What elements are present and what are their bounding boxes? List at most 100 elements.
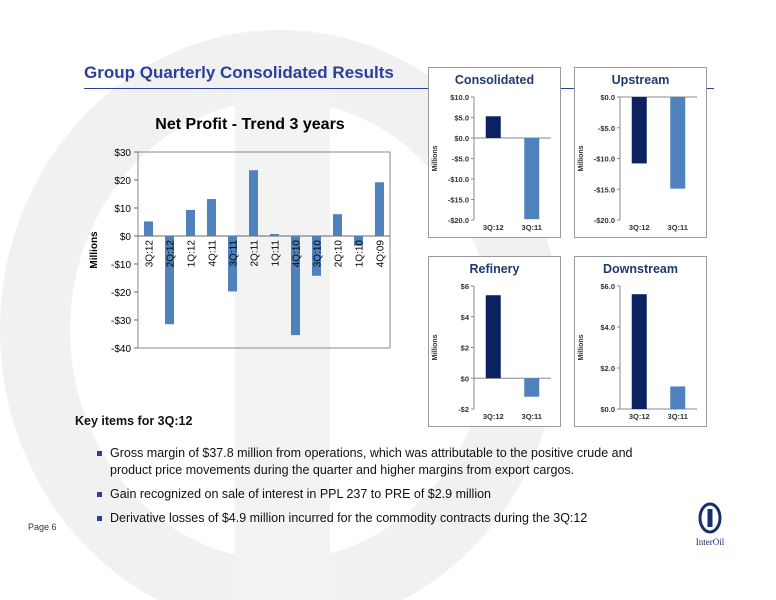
key-items-heading: Key items for 3Q:12 (75, 414, 193, 428)
page-number: Page 6 (28, 522, 57, 532)
y-tick-label: $2.0 (600, 364, 615, 373)
y-tick-label: $10 (114, 204, 131, 215)
x-tick-label: 3Q:10 (313, 240, 324, 268)
y-axis-label: Millions (432, 334, 439, 360)
refinery-panel: Refinery$6 $4 $2 $0 -$2 Millions 3Q:12 3Q:11 (428, 256, 561, 427)
bar (207, 199, 216, 236)
title-divider (84, 88, 714, 89)
x-tick-label: 3Q:12 (629, 223, 650, 232)
consolidated-panel: Consolidated $10.0 $5.0 $0.0 -$5.0 -$10.0 -$15… (428, 67, 561, 238)
key-item: Derivative losses of $4.9 million incurr… (97, 510, 667, 527)
x-tick-label: 3Q:12 (483, 412, 504, 421)
bar (631, 294, 647, 409)
bar (228, 236, 237, 292)
y-axis-label: Millions (578, 145, 585, 171)
bar (631, 97, 647, 164)
y-tick-label: $6 (461, 282, 469, 291)
panel-frame (428, 67, 561, 238)
bullet-square-icon (97, 492, 102, 497)
y-tick-label: $2 (461, 344, 469, 353)
x-tick-label: 1Q:12 (187, 240, 198, 268)
y-tick-label: -$15.0 (448, 196, 469, 205)
y-tick-label: -$5.0 (452, 155, 469, 164)
bar (312, 236, 321, 276)
y-tick-label: -$15.0 (594, 185, 615, 194)
bar (249, 170, 258, 236)
panel-title: Consolidated (455, 73, 534, 87)
bullet-square-icon (97, 516, 102, 521)
bar (670, 386, 686, 409)
y-tick-label: $10.0 (450, 93, 469, 102)
bar (524, 378, 540, 397)
key-item-text: Derivative losses of $4.9 million incurr… (110, 511, 588, 525)
y-tick-label: $0 (120, 232, 132, 243)
x-tick-label: 3Q:11 (229, 240, 240, 267)
bar (354, 236, 363, 246)
downstream-panel: Downstream $6.0 $4.0 $2.0 $0.0 Millions 3Q:12 3… (574, 256, 707, 427)
panel-title: Upstream (612, 73, 670, 87)
bar (670, 97, 686, 189)
x-tick-label: 3Q:12 (483, 223, 504, 232)
x-tick-label: 2Q:10 (334, 240, 345, 268)
y-tick-label: -$30 (111, 316, 131, 327)
x-tick-label: 4Q:09 (376, 240, 387, 268)
y-tick-label: -$5.0 (598, 124, 615, 133)
y-tick-label: -$10.0 (594, 155, 615, 164)
x-tick-label: 2Q:11 (250, 240, 261, 267)
plot-area-border (137, 151, 391, 349)
y-axis-label: Millions (578, 334, 585, 360)
slide-title: Group Quarterly Consolidated Results (84, 63, 394, 82)
x-tick-label: 3Q:11 (522, 223, 542, 232)
key-item: Gain recognized on sale of interest in P… (97, 486, 667, 503)
y-tick-label: $0.0 (600, 93, 615, 102)
x-tick-label: 4Q:10 (292, 240, 303, 268)
x-tick-label: 3Q:11 (668, 223, 688, 232)
bar (333, 214, 342, 236)
key-item: Gross margin of $37.8 million from opera… (97, 445, 667, 479)
bar (485, 295, 501, 379)
y-axis-label: Millions (432, 145, 439, 171)
y-tick-label: $30 (114, 148, 131, 159)
x-tick-label: 3Q:12 (145, 240, 156, 268)
net-profit-trend-chart: Net Profit - Trend 3 years $30 $20 $10 $0 -$1… (89, 116, 391, 355)
y-tick-label: -$20.0 (448, 216, 469, 225)
key-items-list: Gross margin of $37.8 million from opera… (97, 445, 667, 534)
y-axis-label: Millions (89, 231, 100, 269)
bar (165, 236, 174, 325)
bar (524, 138, 540, 220)
x-tick-label: 2Q:12 (166, 240, 177, 268)
y-tick-label: -$10 (111, 260, 131, 271)
key-item-text: Gain recognized on sale of interest in P… (110, 487, 492, 501)
y-tick-label: -$20.0 (594, 216, 615, 225)
panel-title: Downstream (603, 262, 678, 276)
y-tick-label: $20 (114, 176, 131, 187)
company-logo: InterOil (684, 501, 736, 553)
x-tick-label: 1Q:11 (271, 240, 282, 267)
y-tick-label: $0.0 (454, 134, 469, 143)
bar (291, 236, 300, 336)
y-tick-label: -$40 (111, 344, 131, 355)
x-tick-label: 3Q:11 (522, 412, 542, 421)
interoil-logo-icon (698, 502, 722, 534)
bar (485, 116, 501, 138)
panel-title: Refinery (469, 262, 519, 276)
bar (144, 221, 153, 236)
y-tick-label: $0.0 (600, 405, 615, 414)
y-tick-label: -$10.0 (448, 175, 469, 184)
bar (375, 182, 384, 236)
x-tick-label: 3Q:12 (629, 412, 650, 421)
x-tick-label: 1Q:10 (355, 240, 366, 268)
y-tick-label: $4 (461, 313, 470, 322)
y-tick-label: $5.0 (454, 114, 469, 123)
y-tick-label: $4.0 (600, 323, 615, 332)
logo-text: InterOil (695, 537, 725, 547)
key-item-text: Gross margin of $37.8 million from opera… (110, 446, 633, 477)
x-tick-label: 4Q:11 (208, 240, 219, 267)
upstream-panel: Upstream $0.0 -$5.0 -$10.0 -$15.0 -$20.0 Milli… (574, 67, 707, 238)
y-tick-label: $0 (461, 374, 469, 383)
bar (270, 234, 279, 236)
y-tick-label: $6.0 (600, 282, 615, 291)
x-tick-label: 3Q:11 (668, 412, 688, 421)
y-tick-label: -$20 (111, 288, 131, 299)
y-tick-label: -$2 (458, 405, 469, 414)
